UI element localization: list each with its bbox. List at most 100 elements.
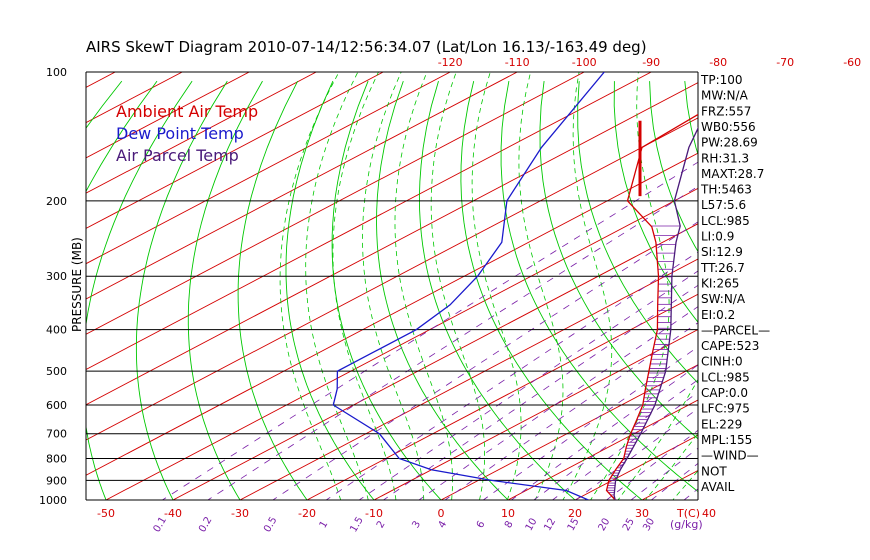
- temp-unit-label: T(C): [676, 507, 700, 520]
- moist-adiabat-line: [590, 72, 670, 500]
- chart-title: AIRS SkewT Diagram 2010-07-14/12:56:34.0…: [86, 38, 647, 56]
- sounding-index-item: RH:31.3: [701, 151, 749, 165]
- mixing-ratio-line: [161, 161, 698, 500]
- dry-adiabat-line: [285, 80, 375, 500]
- ambient-air-temp-line: [605, 113, 698, 500]
- sounding-index-item: EI:0.2: [701, 308, 735, 322]
- sounding-index-item: NOT: [701, 464, 727, 478]
- mixing-ratio-tick-label: 0.5: [262, 515, 279, 534]
- dry-adiabat-line: [649, 81, 698, 253]
- pressure-tick-label: 900: [46, 474, 67, 487]
- sounding-index-item: WB0:556: [701, 120, 756, 134]
- cape-shading: [606, 225, 681, 498]
- sounding-index-item: TT:26.7: [700, 261, 745, 275]
- sounding-index-item: TH:5463: [700, 183, 752, 197]
- mixing-ratio-tick-label: 3: [410, 519, 423, 530]
- isotherm-line: [373, 328, 698, 500]
- bottom-temp-tick-label: -10: [365, 507, 383, 520]
- sounding-index-item: TP:100: [700, 73, 743, 87]
- sounding-index-item: FRZ:557: [701, 104, 751, 118]
- sounding-index-item: —PARCEL—: [701, 323, 770, 337]
- moist-adiabat-line: [672, 470, 698, 500]
- pressure-tick-label: 300: [46, 270, 67, 283]
- legend-parcel: Air Parcel Temp: [116, 146, 239, 165]
- moist-adiabat-line: [362, 72, 425, 500]
- mixing-ratio-tick-label: 12: [542, 516, 558, 533]
- legend: Ambient Air Temp Dew Point Temp Air Parc…: [116, 102, 258, 165]
- sounding-index-item: SI:12.9: [701, 245, 743, 259]
- sounding-index-item: MAXT:28.7: [701, 167, 764, 181]
- isotherm-line: [172, 223, 698, 500]
- dry-adiabat-line: [500, 81, 698, 493]
- mixing-ratio-tick-label: 1: [318, 519, 331, 530]
- mixing-ratio-unit-label: (g/kg): [670, 518, 703, 531]
- bottom-temp-tick-label: -50: [97, 507, 115, 520]
- moist-adiabat-line: [644, 432, 698, 500]
- moist-adiabat-line: [617, 378, 698, 500]
- sounding-index-item: CAP:0.0: [701, 386, 748, 400]
- sounding-index-item: L57:5.6: [701, 198, 746, 212]
- mixing-ratio-line: [325, 251, 698, 500]
- background-grid: [86, 72, 870, 509]
- dry-adiabat-line: [790, 81, 870, 509]
- sounding-index-item: LI:0.9: [701, 230, 734, 244]
- isotherm-line: [105, 187, 698, 500]
- moist-adiabat-line: [562, 72, 613, 500]
- moist-adiabat-line: [518, 72, 564, 500]
- bottom-temp-tick-label: 10: [501, 507, 515, 520]
- dry-adiabat-line: [187, 80, 263, 500]
- mixing-ratio-line: [444, 322, 698, 500]
- isotherm-line: [306, 293, 698, 500]
- top-temp-tick-label: -90: [642, 56, 660, 69]
- dry-adiabat-line: [237, 80, 308, 500]
- isotherm-line: [86, 72, 652, 370]
- isotherm-line: [86, 72, 317, 194]
- sounding-index-item: —WIND—: [701, 449, 759, 463]
- top-temp-tick-label: -120: [438, 56, 463, 69]
- isotherm-line: [86, 72, 585, 335]
- mixing-ratio-tick-label: 10: [524, 516, 540, 533]
- moist-adiabat-line: [279, 72, 342, 500]
- sounding-index-item: MPL:155: [701, 433, 752, 447]
- dry-adiabat-line: [418, 80, 576, 500]
- bottom-temp-tick-label: 40: [702, 507, 716, 520]
- mixing-ratio-line: [482, 346, 698, 500]
- mixing-ratio-tick-label: 0.2: [197, 515, 214, 534]
- dry-adiabat-line: [331, 80, 442, 500]
- sounding-index-item: AVAIL: [701, 480, 735, 494]
- bottom-temp-tick-label: -20: [298, 507, 316, 520]
- sounding-index-item: SW:N/A: [701, 292, 746, 306]
- dry-adiabat-line: [755, 81, 870, 509]
- sounding-index-item: LCL:985: [701, 214, 750, 228]
- mixing-ratio-tick-label: 4: [437, 519, 450, 530]
- sounding-index-item: CINH:0: [701, 355, 743, 369]
- mixing-ratio-line: [207, 185, 698, 500]
- mixing-ratio-line: [272, 221, 698, 500]
- isotherm-line: [86, 82, 698, 406]
- sounding-index-item: PW:28.69: [701, 136, 758, 150]
- pressure-tick-label: 400: [46, 324, 67, 337]
- top-temp-tick-label: -60: [843, 56, 861, 69]
- isotherm-line: [776, 72, 870, 500]
- air-parcel-temp-line: [613, 126, 698, 500]
- sounding-index-item: LFC:975: [701, 402, 750, 416]
- pressure-tick-label: 1000: [39, 494, 67, 507]
- bottom-temp-tick-label: -30: [231, 507, 249, 520]
- top-temp-tick-label: -70: [776, 56, 794, 69]
- pressure-tick-label: 500: [46, 365, 67, 378]
- moist-adiabat-line: [332, 72, 397, 500]
- dry-adiabat-line: [86, 80, 123, 129]
- top-temp-tick-label: -80: [709, 56, 727, 69]
- moist-adiabat-line: [471, 72, 522, 500]
- mixing-ratio-tick-label: 2: [375, 519, 388, 530]
- sounding-index-item: CAPE:523: [701, 339, 759, 353]
- bottom-temp-tick-label: 0: [438, 507, 445, 520]
- pressure-tick-label: 200: [46, 195, 67, 208]
- mixing-ratio-tick-label: 20: [597, 516, 613, 533]
- mixing-ratio-line: [510, 364, 698, 500]
- mixing-ratio-tick-label: 8: [503, 519, 516, 530]
- mixing-ratio-tick-label: 6: [475, 519, 488, 530]
- mixing-ratio-line: [551, 391, 698, 500]
- isotherm-line: [86, 152, 698, 476]
